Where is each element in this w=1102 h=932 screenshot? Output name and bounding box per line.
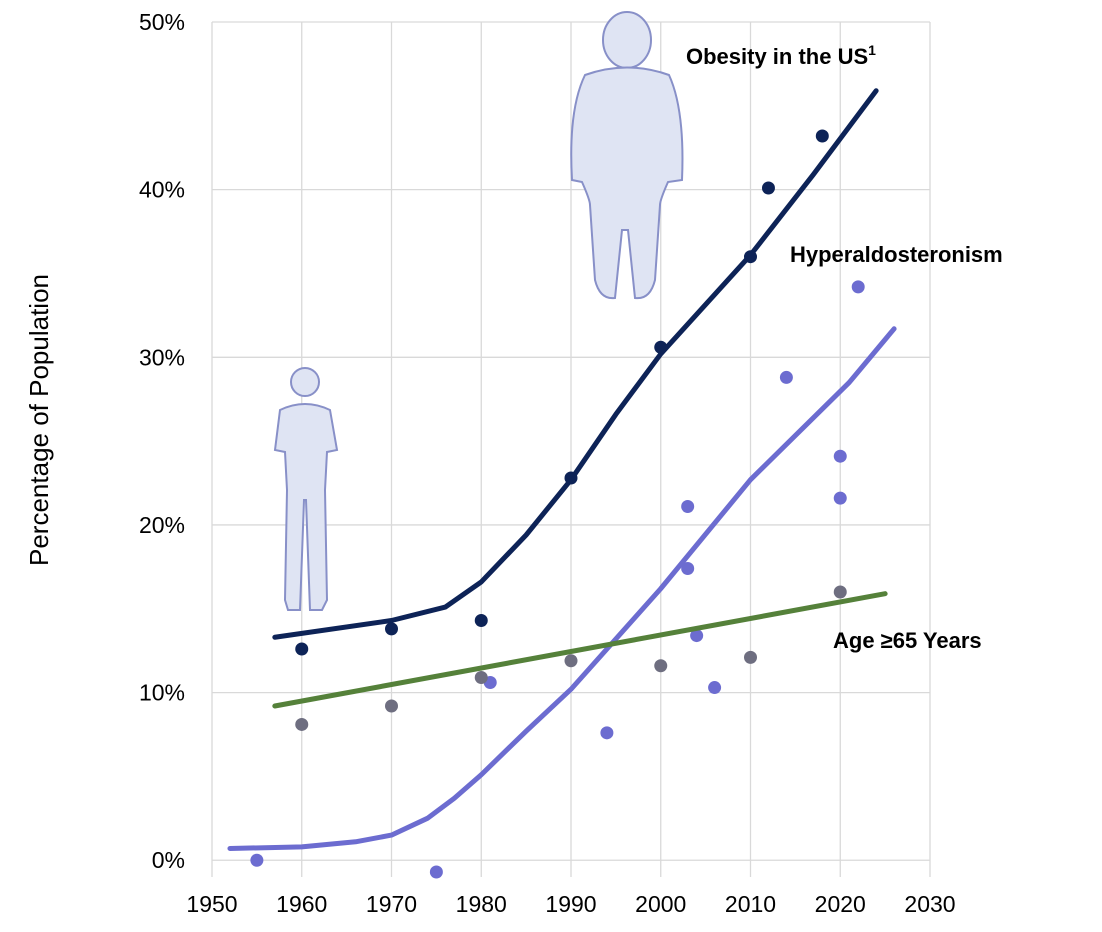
trend-line (230, 329, 894, 849)
data-point (250, 854, 263, 867)
series-name: Obesity in the US (686, 44, 868, 69)
x-tick-label: 1990 (545, 891, 596, 917)
data-point (708, 681, 721, 694)
series-label: Obesity in the US1 (686, 42, 876, 69)
data-point (430, 865, 443, 878)
illustrations (275, 12, 682, 610)
data-point (654, 341, 667, 354)
data-point (744, 250, 757, 263)
x-tick-label: 2010 (725, 891, 776, 917)
data-point (762, 181, 775, 194)
y-tick-label: 50% (139, 9, 185, 35)
data-point (681, 500, 694, 513)
x-tick-label: 1980 (456, 891, 507, 917)
y-tick-label: 30% (139, 344, 185, 370)
y-tick-label: 10% (139, 680, 185, 706)
y-tick-label: 20% (139, 512, 185, 538)
data-point (385, 622, 398, 635)
series-name: Age ≥65 Years (833, 628, 982, 653)
data-point (834, 450, 847, 463)
y-tick-label: 40% (139, 177, 185, 203)
trend-line (275, 594, 885, 706)
x-tick-label: 1960 (276, 891, 327, 917)
series-label: Age ≥65 Years (833, 628, 982, 653)
data-point (565, 472, 578, 485)
chart: Percentage of Population 0% 10% 20% 30% 40% 5… (0, 0, 1102, 927)
x-tick-label: 2000 (635, 891, 686, 917)
data-point (780, 371, 793, 384)
data-point (834, 586, 847, 599)
data-point (385, 700, 398, 713)
series-label: Hyperaldosteronism (790, 242, 1003, 267)
y-tick-label: 0% (152, 847, 185, 873)
data-point (565, 654, 578, 667)
data-point (834, 492, 847, 505)
data-point (654, 659, 667, 672)
data-point (681, 562, 694, 575)
series-name: Hyperaldosteronism (790, 242, 1003, 267)
data-point (744, 651, 757, 664)
series-superscript: 1 (868, 42, 876, 58)
data-point (816, 130, 829, 143)
data-point (852, 280, 865, 293)
x-tick-label: 1970 (366, 891, 417, 917)
data-point (475, 671, 488, 684)
x-tick-label: 2030 (904, 891, 955, 917)
x-tick-label: 1950 (186, 891, 237, 917)
data-point (295, 718, 308, 731)
x-tick-label: 2020 (815, 891, 866, 917)
large-figure (571, 12, 682, 298)
slim-figure (275, 368, 337, 610)
data-point (295, 643, 308, 656)
data-point (475, 614, 488, 627)
data-point (600, 726, 613, 739)
y-axis-title: Percentage of Population (24, 274, 54, 566)
